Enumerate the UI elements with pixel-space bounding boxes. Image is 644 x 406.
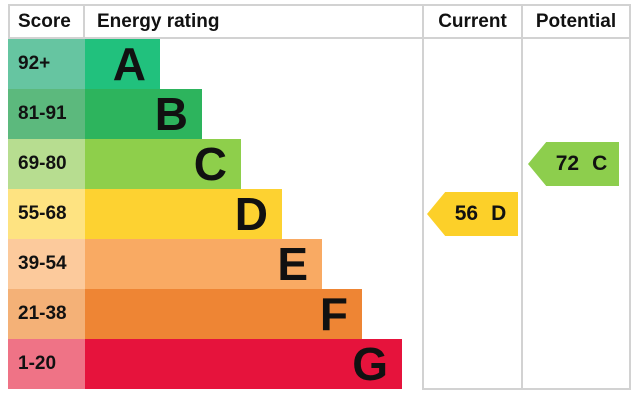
potential-score-value: 72 bbox=[555, 152, 580, 175]
rating-bar-a: A bbox=[85, 39, 160, 89]
header-underline bbox=[8, 37, 630, 39]
current-rating-letter: D bbox=[491, 202, 507, 225]
band-row-c: 69-80 C bbox=[8, 139, 402, 189]
band-row-g: 1-20 G bbox=[8, 339, 402, 389]
score-range-b: 81-91 bbox=[8, 89, 85, 139]
score-range-f: 21-38 bbox=[8, 289, 85, 339]
band-row-f: 21-38 F bbox=[8, 289, 402, 339]
rating-bar-c: C bbox=[85, 139, 241, 189]
score-range-a: 92+ bbox=[8, 39, 85, 89]
potential-rating-arrow: 72 C bbox=[528, 142, 619, 186]
score-column-divider bbox=[83, 4, 85, 37]
bottom-border-line bbox=[422, 388, 631, 390]
rating-bar-d: D bbox=[85, 189, 282, 239]
header-left-divider bbox=[8, 4, 10, 37]
potential-rating-letter: C bbox=[592, 152, 608, 175]
rating-bar-f: F bbox=[85, 289, 362, 339]
current-rating-arrow: 56 D bbox=[427, 192, 518, 236]
rating-bar-b: B bbox=[85, 89, 202, 139]
energy-rating-column-header: Energy rating bbox=[97, 11, 220, 32]
potential-column-header: Potential bbox=[535, 11, 617, 32]
potential-column-divider bbox=[521, 4, 523, 390]
score-range-c: 69-80 bbox=[8, 139, 85, 189]
band-row-e: 39-54 E bbox=[8, 239, 402, 289]
top-border-line bbox=[8, 4, 630, 6]
score-range-d: 55-68 bbox=[8, 189, 85, 239]
band-row-d: 55-68 D bbox=[8, 189, 402, 239]
right-border-line bbox=[629, 4, 631, 390]
band-row-a: 92+ A bbox=[8, 39, 402, 89]
band-row-b: 81-91 B bbox=[8, 89, 402, 139]
current-column-divider bbox=[422, 4, 424, 390]
rating-bands: 92+ A 81-91 B 69-80 C 55-68 D 39-54 E 21… bbox=[8, 39, 402, 389]
rating-bar-e: E bbox=[85, 239, 322, 289]
current-score-value: 56 bbox=[454, 202, 479, 225]
score-range-g: 1-20 bbox=[8, 339, 85, 389]
current-column-header: Current bbox=[438, 11, 507, 32]
score-column-header: Score bbox=[18, 11, 71, 32]
rating-bar-g: G bbox=[85, 339, 402, 389]
score-range-e: 39-54 bbox=[8, 239, 85, 289]
